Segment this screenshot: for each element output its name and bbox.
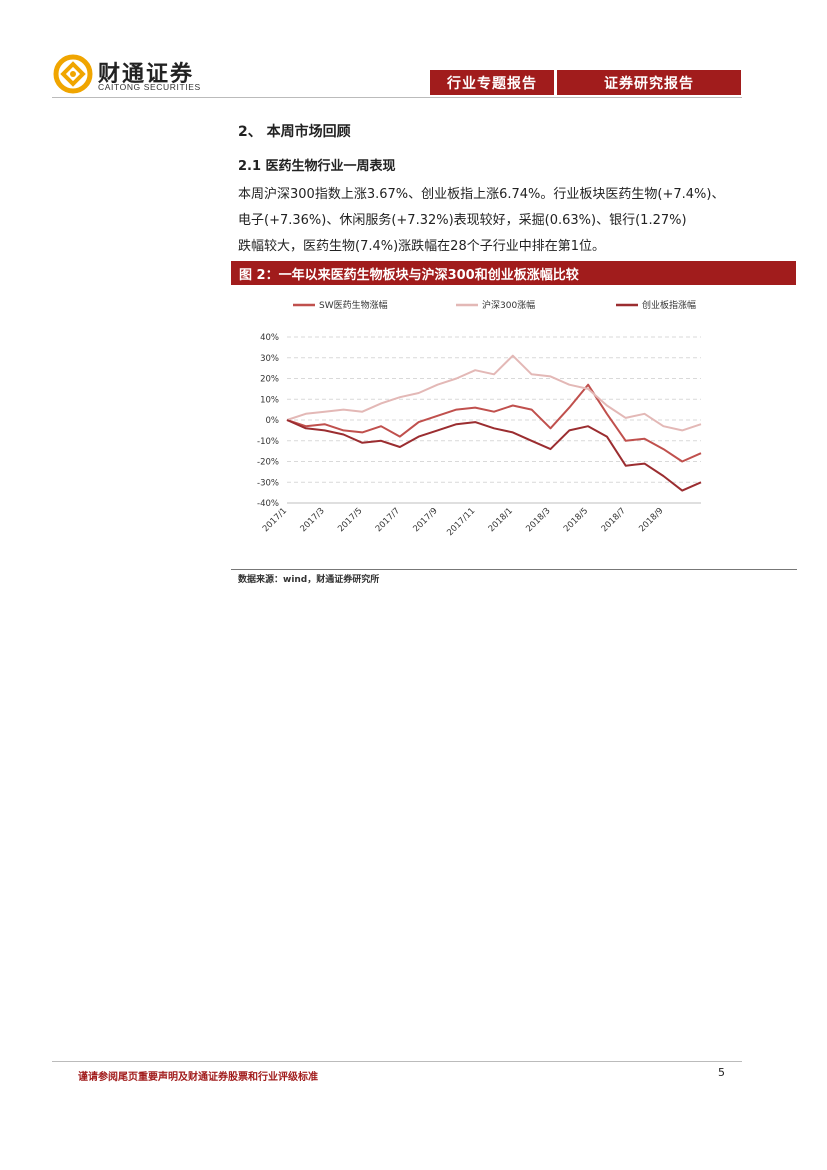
- paragraph-line: 电子(+7.36%)、休闲服务(+7.32%)表现较好，采掘(0.63%)、银行…: [238, 213, 687, 228]
- x-tick-label: 2017/11: [445, 506, 477, 538]
- x-tick-label: 2018/7: [600, 506, 628, 534]
- logo-name-en: CAITONG SECURITIES: [98, 82, 201, 92]
- data-source: 数据来源：wind，财通证券研究所: [238, 575, 380, 585]
- line-chart: 40% 30% 20% 10% 0% -10% -20% -30% -40%2017/1 2017…: [257, 299, 702, 538]
- series-line: [286, 354, 702, 432]
- figure-title: 图 2：一年以来医药生物板块与沪深300和创业板涨幅比较: [231, 261, 796, 285]
- x-tick-label: 2017/7: [374, 506, 402, 534]
- header-divider: [52, 97, 742, 98]
- report-category-tag: 证券研究报告: [557, 70, 741, 95]
- source-divider: [231, 569, 797, 570]
- y-tick-label: 30%: [260, 354, 279, 364]
- logo-name-cn: 财通证券: [98, 62, 195, 87]
- x-tick-label: 2017/5: [336, 506, 364, 534]
- y-tick-label: 20%: [260, 375, 279, 385]
- paragraph-line: 跌幅较大，医药生物(7.4%)涨跌幅在28个子行业中排在第1位。: [238, 239, 605, 254]
- x-tick-label: 2018/1: [487, 506, 515, 534]
- series-line: [286, 383, 702, 463]
- y-tick-label: 0%: [266, 416, 280, 426]
- series-line: [286, 419, 702, 492]
- report-type-tag: 行业专题报告: [430, 70, 554, 95]
- section-title: 2、 本周市场回顾: [238, 124, 351, 140]
- x-tick-label: 2018/9: [637, 506, 665, 534]
- y-tick-label: -10%: [257, 437, 279, 447]
- x-tick-label: 2017/9: [411, 506, 439, 534]
- y-tick-label: -30%: [257, 478, 279, 488]
- body-paragraph: 本周沪深300指数上涨3.67%、创业板指上涨6.74%。行业板块医药生物(+7…: [238, 182, 798, 260]
- subsection-title: 2.1 医药生物行业一周表现: [238, 159, 396, 174]
- y-tick-label: 40%: [260, 333, 279, 343]
- company-logo: 财通证券 CAITONG SECURITIES: [52, 52, 222, 96]
- logo-mark-icon: [53, 54, 93, 94]
- x-tick-label: 2018/5: [562, 506, 590, 534]
- legend-label: 创业板指涨幅: [642, 299, 696, 311]
- y-tick-label: -20%: [257, 458, 279, 468]
- y-tick-label: -40%: [257, 499, 279, 509]
- footer-divider: [52, 1061, 742, 1062]
- legend-label: 沪深300涨幅: [482, 299, 535, 311]
- paragraph-line: 本周沪深300指数上涨3.67%、创业板指上涨6.74%。行业板块医药生物(+7…: [238, 187, 725, 202]
- x-tick-label: 2017/3: [299, 506, 327, 534]
- y-tick-label: 10%: [260, 395, 279, 405]
- x-tick-label: 2018/3: [524, 506, 552, 534]
- footer-disclaimer: 谨请参阅尾页重要声明及财通证券股票和行业评级标准: [78, 1072, 318, 1083]
- x-tick-label: 2017/1: [261, 506, 289, 534]
- legend-label: SW医药生物涨幅: [319, 299, 388, 311]
- page-number: 5: [718, 1066, 725, 1079]
